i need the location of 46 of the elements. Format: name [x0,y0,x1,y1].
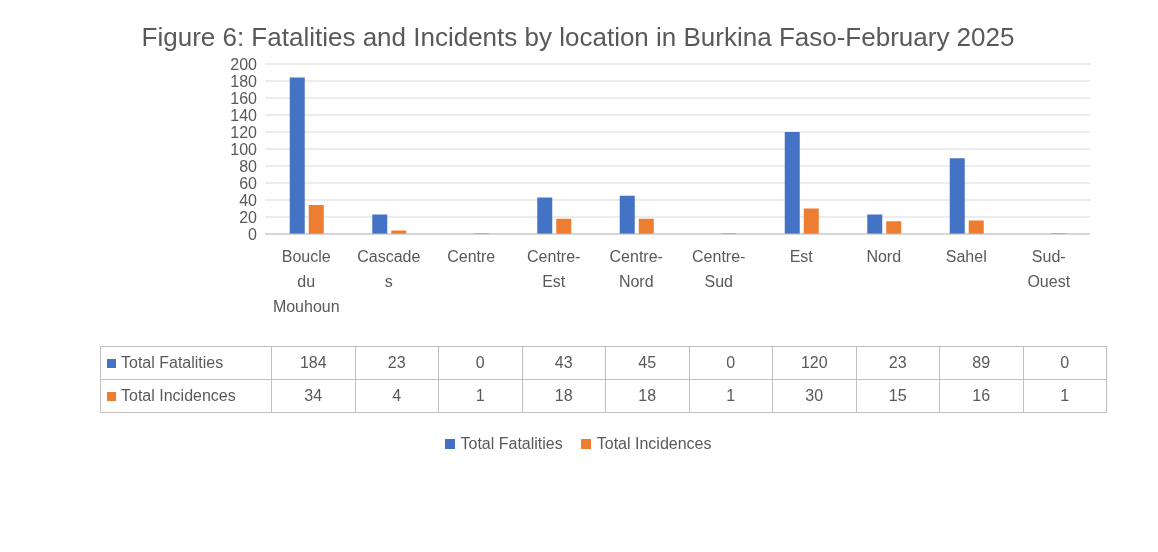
data-label: 45 [605,346,689,380]
data-label: 1 [689,379,773,413]
x-tick-label: Centre-Nord [608,247,664,292]
data-label: 16 [939,379,1023,413]
data-label: 0 [689,346,773,380]
data-label: 18 [605,379,689,413]
y-tick-label: 40 [239,191,258,209]
x-tick-label: Boucle du Mouhoun [271,247,341,317]
y-tick-label: 200 [230,55,258,73]
x-tick-label: Centre [446,247,497,267]
y-tick-label: 80 [239,157,258,175]
x-tick-label: Cascades [356,247,422,292]
x-tick-label: Sud-Ouest [1026,247,1072,292]
x-tick-label: Centre-Sud [691,247,747,292]
data-label: 120 [772,346,856,380]
data-label: 1 [438,379,522,413]
y-tick-label: 160 [230,89,258,107]
y-tick-label: 180 [230,72,258,90]
data-label: 23 [355,346,439,380]
chart-title: Figure 6: Fatalities and Incidents by location in Burkina Faso-February 2025 [140,21,1016,54]
x-tick-label: Centre-Est [526,247,582,292]
data-label: 1 [1023,379,1107,413]
y-tick-label: 60 [239,174,258,192]
legend-label: Total Incidences [100,379,272,413]
data-label: 18 [522,379,606,413]
data-label: 0 [438,346,522,380]
x-tick-label: Nord [865,247,903,267]
legend-label: Total Fatalities [100,346,272,380]
y-tick-label: 20 [239,208,258,226]
data-label: 23 [856,346,940,380]
x-tick-label: Sahel [944,247,988,267]
data-label: 4 [355,379,439,413]
text: Total Fatalities [460,435,563,452]
data-label: 89 [939,346,1023,380]
data-label: 15 [856,379,940,413]
data-label: 30 [772,379,856,413]
text: Total Incidences [596,435,712,452]
y-tick-label: 0 [248,225,258,243]
x-tick-label: Est [788,247,814,267]
y-tick-label: 140 [230,106,258,124]
y-tick-label: 120 [230,123,258,141]
data-label: 0 [1023,346,1107,380]
y-tick-label: 100 [230,140,258,158]
data-label: 43 [522,346,606,380]
data-label: 34 [271,379,355,413]
data-label: 184 [271,346,355,380]
